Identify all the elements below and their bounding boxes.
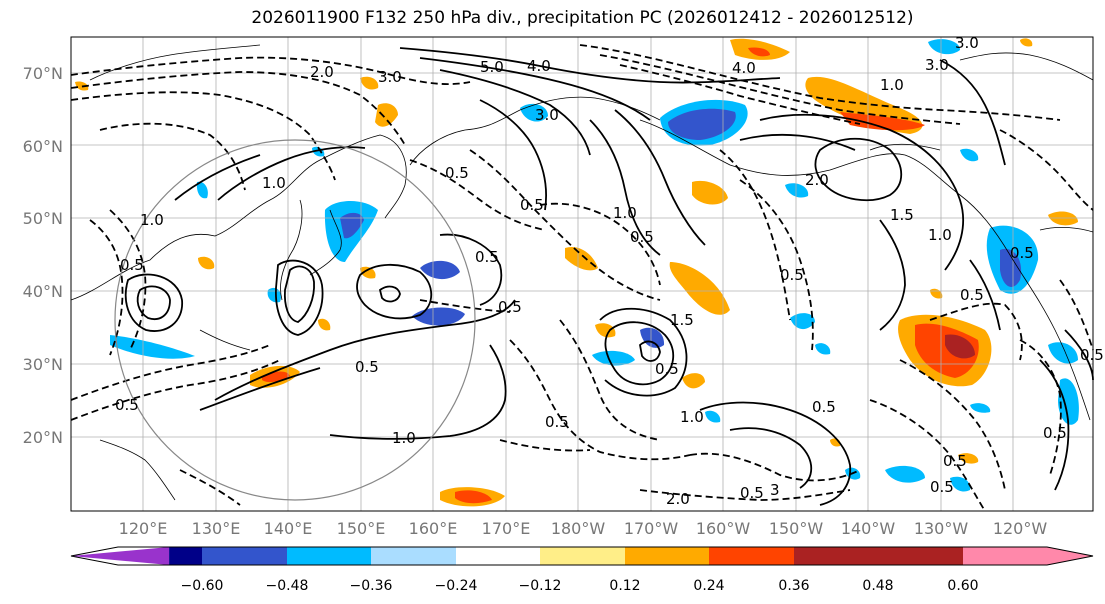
contour-label: 1.5 <box>670 311 694 329</box>
contour-label: 3 <box>770 481 780 499</box>
contour-label: 0.5 <box>930 478 954 496</box>
map-area <box>71 37 1093 511</box>
lat-label: 60°N <box>23 137 63 156</box>
contour-label: 0.5 <box>812 398 836 416</box>
positive-contours <box>124 47 1094 506</box>
colorbar-extend-low <box>71 547 170 565</box>
contour-label: 0.5 <box>655 360 679 378</box>
contour-label: 0.5 <box>960 286 984 304</box>
contour-label: 1.0 <box>140 211 164 229</box>
contour-label: 0.5 <box>475 248 499 266</box>
lat-label: 20°N <box>23 428 63 447</box>
colorbar-swatch <box>709 547 794 565</box>
contour-label: 2.0 <box>666 490 690 508</box>
colorbar-swatch <box>540 547 625 565</box>
colorbar-extend-high <box>963 547 1093 565</box>
lon-label: 120°W <box>993 519 1048 538</box>
lat-label: 30°N <box>23 355 63 374</box>
longitude-labels: 120°E 130°E 140°E 150°E 160°E 170°E 180°… <box>119 519 1048 538</box>
contour-label: 0.5 <box>1043 424 1067 442</box>
contour-label: 1.0 <box>262 174 286 192</box>
precipitation-shading <box>75 38 1079 507</box>
colorbar-swatch <box>169 547 202 565</box>
lat-label: 50°N <box>23 209 63 228</box>
colorbar-tick-label: 0.48 <box>862 578 893 594</box>
contour-label: 3.0 <box>925 56 949 74</box>
colorbar-tick-label: −0.12 <box>519 578 562 594</box>
lon-label: 180°W <box>551 519 606 538</box>
contour-label: 0.5 <box>520 196 544 214</box>
colorbar-ticks: −0.60 −0.48 −0.36 −0.24 −0.12 0.12 0.24 … <box>181 578 979 594</box>
colorbar <box>70 546 1094 566</box>
colorbar-outline <box>70 546 1094 566</box>
colorbar-tick-label: −0.48 <box>266 578 309 594</box>
contour-label: 1.0 <box>928 226 952 244</box>
contour-label: 0.5 <box>1010 244 1034 262</box>
contour-label: 0.5 <box>115 396 139 414</box>
map-title: 2026011900 F132 250 hPa div., precipitat… <box>251 8 914 28</box>
contour-label: 1.0 <box>680 408 704 426</box>
lon-label: 140°E <box>264 519 313 538</box>
contour-label: 2.0 <box>805 171 829 189</box>
colorbar-tick-label: 0.60 <box>947 578 978 594</box>
contour-label: 0.5 <box>498 298 522 316</box>
lon-label: 170°W <box>624 519 679 538</box>
colorbar-swatch <box>625 547 709 565</box>
contour-label: 1.5 <box>890 206 914 224</box>
colorbar-tick-label: 0.36 <box>778 578 809 594</box>
negative-contours <box>70 44 1094 512</box>
colorbar-swatch <box>287 547 371 565</box>
contour-labels: 2.0 3.0 5.0 4.0 3.0 4.0 3.0 1.0 3.0 0.5 0.5 1.0 1.0 0… <box>115 34 1104 508</box>
contour-label: 3.0 <box>378 68 402 86</box>
contour-label: 0.5 <box>445 164 469 182</box>
colorbar-tick-label: −0.24 <box>435 578 478 594</box>
radius-circle <box>114 139 476 501</box>
colorbar-swatch <box>202 547 287 565</box>
contour-label: 4.0 <box>527 57 551 75</box>
map-frame <box>70 36 1094 512</box>
lon-label: 150°E <box>337 519 386 538</box>
lat-label: 70°N <box>23 64 63 83</box>
lon-label: 170°E <box>482 519 531 538</box>
lon-label: 160°W <box>696 519 751 538</box>
lon-label: 130°E <box>192 519 241 538</box>
contour-label: 1.0 <box>613 204 637 222</box>
contour-label: 1.0 <box>880 76 904 94</box>
contour-label: 0.5 <box>355 358 379 376</box>
contour-label: 1.0 <box>392 429 416 447</box>
colorbar-swatch <box>371 547 456 565</box>
contour-label: 0.5 <box>120 256 144 274</box>
contour-label: 0.5 <box>1080 346 1104 364</box>
contour-label: 0.5 <box>780 266 804 284</box>
lon-label: 150°W <box>769 519 824 538</box>
contour-label: 5.0 <box>480 58 504 76</box>
contour-label: 2.0 <box>310 63 334 81</box>
coastlines <box>70 44 1094 501</box>
colorbar-swatch <box>456 547 540 565</box>
lat-label: 40°N <box>23 282 63 301</box>
colorbar-tick-label: −0.60 <box>181 578 224 594</box>
contour-label: 4.0 <box>732 59 756 77</box>
contour-label: 0.5 <box>545 413 569 431</box>
latitude-labels: 70°N 60°N 50°N 40°N 30°N 20°N <box>23 64 63 447</box>
contour-label: 0.5 <box>943 452 967 470</box>
colorbar-tick-label: 0.24 <box>693 578 724 594</box>
colorbar-tick-label: 0.12 <box>609 578 640 594</box>
contour-label: 3.0 <box>535 106 559 124</box>
contour-label: 3.0 <box>955 34 979 52</box>
lon-label: 130°W <box>914 519 969 538</box>
contour-label: 0.5 <box>630 228 654 246</box>
colorbar-tick-label: −0.36 <box>350 578 393 594</box>
lon-label: 120°E <box>119 519 168 538</box>
lon-label: 140°W <box>841 519 896 538</box>
contour-label: 0.5 <box>740 484 764 502</box>
lon-label: 160°E <box>409 519 458 538</box>
